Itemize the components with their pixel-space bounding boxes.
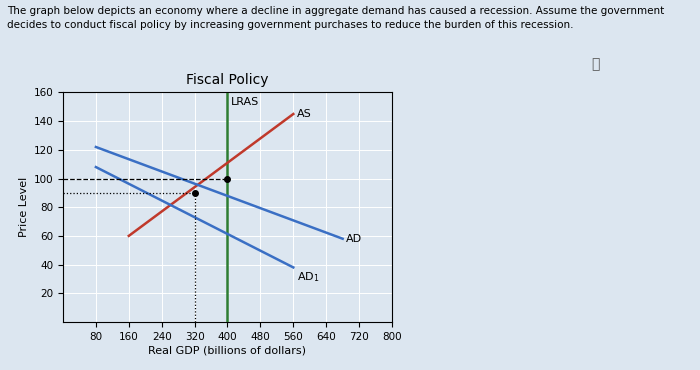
Text: AD: AD [346,234,362,244]
Text: The graph below depicts an economy where a decline in aggregate demand has cause: The graph below depicts an economy where… [7,6,664,16]
Y-axis label: Price Level: Price Level [20,177,29,237]
X-axis label: Real GDP (billions of dollars): Real GDP (billions of dollars) [148,346,307,356]
Text: AD$_1$: AD$_1$ [297,270,319,284]
Title: Fiscal Policy: Fiscal Policy [186,73,269,87]
Text: AS: AS [297,109,312,119]
Text: ⓘ: ⓘ [592,57,600,71]
Text: LRAS: LRAS [231,97,259,107]
Text: decides to conduct fiscal policy by increasing government purchases to reduce th: decides to conduct fiscal policy by incr… [7,20,573,30]
